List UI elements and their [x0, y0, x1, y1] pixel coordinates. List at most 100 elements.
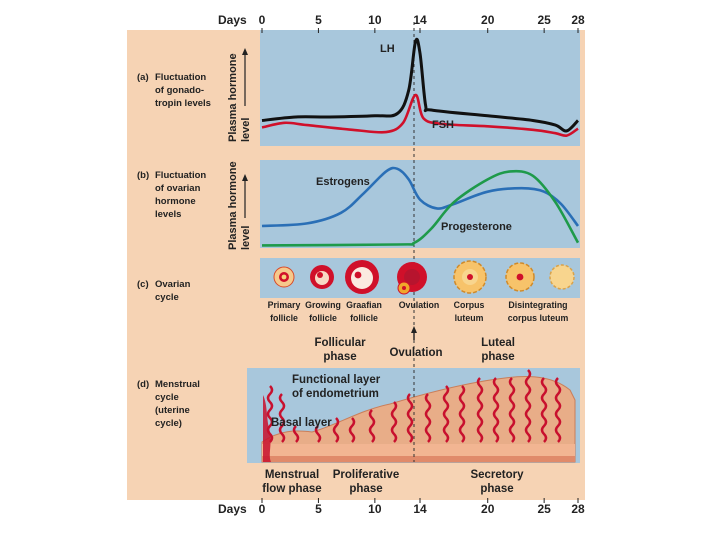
bottom-day-tick-25: 25 — [537, 502, 551, 516]
spiral-artery — [524, 369, 532, 443]
svg-text:(uterine: (uterine — [155, 405, 190, 416]
stage-caption-growing: Growing follicle — [305, 300, 341, 323]
svg-text:of ovarian: of ovarian — [155, 183, 201, 194]
svg-text:(c): (c) — [137, 279, 149, 290]
proliferative-phase-label: Proliferative phase — [333, 469, 399, 495]
svg-text:cycle: cycle — [155, 392, 179, 403]
menstrual-phase-label: Menstrual flow phase — [262, 469, 321, 495]
spiral-artery — [424, 393, 432, 443]
top-day-tick-0: 0 — [259, 13, 266, 27]
svg-text:follicle: follicle — [309, 313, 337, 323]
svg-text:Fluctuation: Fluctuation — [155, 170, 206, 181]
chart-b-area — [260, 160, 580, 248]
ovulation-arrow-icon — [411, 326, 417, 340]
stage-caption-corpus-luteum: Corpus luteum — [454, 300, 485, 323]
svg-text:level: level — [240, 226, 252, 250]
svg-text:Luteal: Luteal — [481, 337, 515, 349]
svg-text:cycle): cycle) — [155, 418, 182, 429]
bottom-day-ticks: 0 5 10 14 20 25 28 — [259, 502, 585, 516]
svg-text:Menstrual: Menstrual — [155, 379, 200, 390]
top-day-ticks: 0 5 10 14 20 25 28 — [259, 13, 585, 27]
svg-text:Plasma hormone: Plasma hormone — [227, 161, 239, 250]
svg-text:of endometrium: of endometrium — [292, 388, 379, 400]
spiral-artery — [508, 377, 516, 443]
spiral-artery — [314, 425, 322, 443]
panel-d-label: (d) Menstrual cycle (uterine cycle) — [137, 379, 200, 429]
ovarian-hormone-curves — [261, 166, 580, 247]
bottom-days-label: Days — [218, 502, 247, 516]
spiral-artery — [390, 401, 398, 443]
spiral-artery — [348, 417, 356, 443]
svg-text:Primary: Primary — [268, 300, 301, 310]
svg-text:Functional layer: Functional layer — [292, 374, 381, 386]
spiral-artery — [406, 393, 414, 443]
progesterone-curve — [261, 169, 580, 247]
svg-text:Disintegrating: Disintegrating — [508, 300, 567, 310]
stage-caption-ovulation: Ovulation — [399, 300, 440, 310]
svg-text:cycle: cycle — [155, 292, 179, 303]
top-day-tick-28: 28 — [571, 13, 585, 27]
svg-text:follicle: follicle — [350, 313, 378, 323]
panel-c-label: (c) Ovarian cycle — [137, 279, 191, 303]
svg-text:corpus luteum: corpus luteum — [508, 313, 569, 323]
bottom-day-tick-28: 28 — [571, 502, 585, 516]
svg-text:Secretory: Secretory — [470, 469, 524, 481]
svg-text:Menstrual: Menstrual — [265, 469, 319, 481]
fsh-label: FSH — [432, 119, 454, 131]
panel-a-label: (a) Fluctuation of gonado- tropin levels — [137, 72, 211, 109]
svg-text:phase: phase — [349, 483, 382, 495]
lh-label: LH — [380, 43, 395, 55]
svg-text:tropin levels: tropin levels — [155, 98, 211, 109]
svg-text:flow phase: flow phase — [262, 483, 321, 495]
fsh-curve — [261, 93, 579, 138]
spiral-artery — [540, 377, 548, 443]
svg-text:Fluctuation: Fluctuation — [155, 72, 206, 83]
spiral-artery — [554, 377, 562, 443]
bottom-day-tick-0: 0 — [259, 502, 266, 516]
bottom-day-tick-20: 20 — [481, 502, 495, 516]
spiral-arteries — [263, 369, 562, 462]
corpus-luteum-mid — [505, 262, 535, 292]
svg-text:Ovulation: Ovulation — [399, 300, 440, 310]
svg-text:of gonado-: of gonado- — [155, 85, 204, 96]
gonadotropin-curves — [261, 37, 580, 138]
svg-text:follicle: follicle — [270, 313, 298, 323]
functional-layer-label: Functional layer of endometrium — [292, 374, 381, 400]
svg-text:Growing: Growing — [305, 300, 341, 310]
svg-text:levels: levels — [155, 209, 181, 220]
bottom-day-tick-10: 10 — [368, 502, 382, 516]
stage-caption-graafian: Graafian follicle — [346, 300, 382, 323]
luteal-phase-label: Luteal phase — [481, 337, 515, 363]
estrogens-curve — [261, 166, 580, 228]
panel-b-label: (b) Fluctuation of ovarian hormone level… — [137, 170, 206, 220]
spiral-artery — [458, 385, 466, 443]
day-tick-marks — [261, 28, 579, 503]
svg-text:Ovarian: Ovarian — [155, 279, 191, 290]
panel-a-axis-label: Plasma hormone level — [227, 48, 252, 142]
stage-caption-primary: Primary follicle — [268, 300, 301, 323]
svg-text:luteum: luteum — [455, 313, 484, 323]
spiral-artery — [476, 377, 484, 443]
top-day-tick-14: 14 — [413, 13, 427, 27]
svg-text:level: level — [240, 118, 252, 142]
progesterone-label: Progesterone — [441, 221, 512, 233]
svg-text:Follicular: Follicular — [314, 337, 366, 349]
estrogens-label: Estrogens — [316, 176, 370, 188]
bottom-day-tick-5: 5 — [315, 502, 322, 516]
svg-text:hormone: hormone — [155, 196, 196, 207]
svg-text:phase: phase — [480, 483, 513, 495]
panel-b-axis-label: Plasma hormone level — [227, 161, 252, 250]
spiral-artery — [332, 417, 340, 443]
top-day-tick-5: 5 — [315, 13, 322, 27]
secretory-phase-label: Secretory phase — [470, 469, 524, 495]
top-day-tick-20: 20 — [481, 13, 495, 27]
follicular-phase-label: Follicular phase — [314, 337, 366, 363]
primary-follicle — [273, 266, 295, 288]
svg-text:phase: phase — [323, 351, 356, 363]
stage-caption-disintegrating: Disintegrating corpus luteum — [508, 300, 569, 323]
basal-layer-band — [262, 444, 575, 456]
spiral-artery — [368, 409, 376, 443]
ovulation-follicle — [397, 262, 427, 295]
graafian-follicle — [345, 260, 379, 294]
